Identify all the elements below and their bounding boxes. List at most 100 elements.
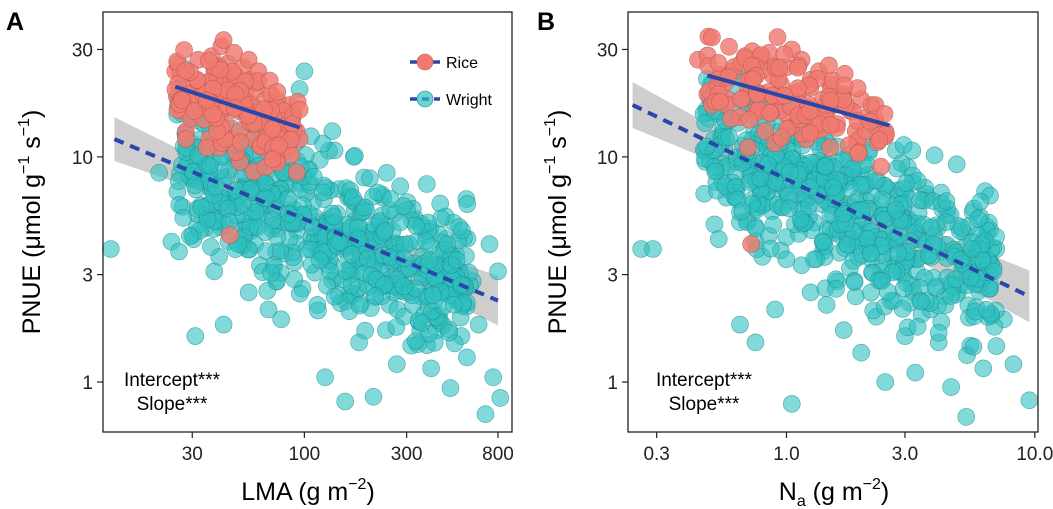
x-tick-label: 0.3 xyxy=(643,444,669,465)
point-wright xyxy=(476,405,495,424)
point-rice xyxy=(821,116,840,134)
point-wright xyxy=(336,392,355,411)
point-rice xyxy=(177,130,195,148)
point-wright xyxy=(453,221,471,240)
point-wright xyxy=(355,198,374,217)
point-rice xyxy=(197,138,216,157)
point-wright xyxy=(150,164,168,182)
point-wright xyxy=(952,250,970,269)
point-wright xyxy=(316,368,334,387)
y-tick-label: 3 xyxy=(82,266,93,287)
y-axis-title-a: PNUE (μmol g−1 s−1) xyxy=(16,110,46,335)
point-wright xyxy=(925,146,944,165)
point-wright xyxy=(192,198,211,217)
point-wright xyxy=(387,355,406,374)
annotation-slope-b: Slope*** xyxy=(669,394,740,415)
point-wright xyxy=(777,250,796,269)
point-rice xyxy=(739,138,757,157)
point-rice xyxy=(214,31,233,49)
point-wright xyxy=(747,219,765,238)
point-wright xyxy=(259,300,278,319)
point-wright xyxy=(391,177,410,196)
point-wright xyxy=(440,323,458,342)
point-wright xyxy=(761,239,780,258)
point-wright xyxy=(929,323,948,342)
point-wright xyxy=(361,169,379,188)
point-wright xyxy=(394,197,413,215)
point-rice xyxy=(742,235,760,253)
point-wright xyxy=(963,240,981,258)
point-wright xyxy=(441,379,460,397)
point-wright xyxy=(705,215,724,234)
point-wright xyxy=(858,230,877,248)
panel-label-a: A xyxy=(6,8,24,36)
point-rice xyxy=(221,226,239,244)
point-wright xyxy=(469,315,488,334)
point-wright xyxy=(799,197,818,215)
point-wright xyxy=(876,373,895,391)
point-wright xyxy=(489,262,507,281)
point-wright xyxy=(227,181,245,200)
point-wright xyxy=(406,332,425,350)
y-tick-label: 10 xyxy=(72,148,93,169)
point-wright xyxy=(314,134,332,153)
point-wright xyxy=(345,147,364,165)
point-rice xyxy=(231,133,250,152)
point-wright xyxy=(262,264,281,283)
point-wright xyxy=(953,219,971,237)
point-rice xyxy=(835,76,854,95)
point-rice xyxy=(225,43,243,62)
point-rice xyxy=(770,59,789,77)
annotation-intercept-b: Intercept*** xyxy=(656,370,753,391)
point-wright xyxy=(1020,391,1039,410)
point-wright xyxy=(342,245,361,264)
point-wright xyxy=(102,240,120,258)
point-wright xyxy=(782,395,801,413)
x-axis-title-b: Na (g m−2) xyxy=(779,476,890,509)
point-wright xyxy=(358,249,377,268)
point-rice xyxy=(709,54,728,72)
y-axis-title-b: PNUE (μmol g−1 s−1) xyxy=(542,110,572,335)
x-tick-label: 100 xyxy=(289,444,321,465)
point-wright xyxy=(733,202,752,220)
x-axis-title-a: LMA (g m−2) xyxy=(241,476,375,506)
point-wright xyxy=(957,408,976,426)
point-rice xyxy=(287,163,306,181)
point-wright xyxy=(480,235,499,253)
point-wright xyxy=(969,210,988,228)
point-wright xyxy=(971,192,990,211)
point-wright xyxy=(174,209,193,227)
point-wright xyxy=(311,251,329,270)
point-wright xyxy=(873,190,892,209)
fit-lines-a xyxy=(113,84,499,303)
point-wright xyxy=(1004,355,1023,374)
point-wright xyxy=(937,213,956,231)
point-wright xyxy=(827,280,845,298)
point-rice xyxy=(788,58,807,77)
point-wright xyxy=(356,321,374,340)
point-rice xyxy=(239,50,258,69)
point-wright xyxy=(447,251,466,269)
point-wright xyxy=(731,315,749,334)
y-tick-label: 30 xyxy=(597,40,618,61)
point-wright xyxy=(170,242,188,261)
point-wright xyxy=(444,295,463,314)
point-rice xyxy=(801,124,819,142)
y-tick-label: 3 xyxy=(607,266,618,287)
legend: Rice Wright xyxy=(410,53,492,109)
point-wright xyxy=(894,279,913,298)
point-wright xyxy=(834,321,853,340)
point-wright xyxy=(256,223,275,241)
x-tick-label: 10.0 xyxy=(1016,444,1053,465)
point-wright xyxy=(422,359,440,378)
point-wright xyxy=(764,216,783,234)
y-tick-label: 1 xyxy=(607,373,618,394)
point-wright xyxy=(766,300,784,319)
point-wright xyxy=(974,359,993,378)
point-wright xyxy=(843,160,862,178)
point-wright xyxy=(325,287,344,306)
point-wright xyxy=(964,337,983,356)
point-wright xyxy=(313,183,332,202)
point-wright xyxy=(458,348,476,367)
point-wright xyxy=(888,159,906,178)
